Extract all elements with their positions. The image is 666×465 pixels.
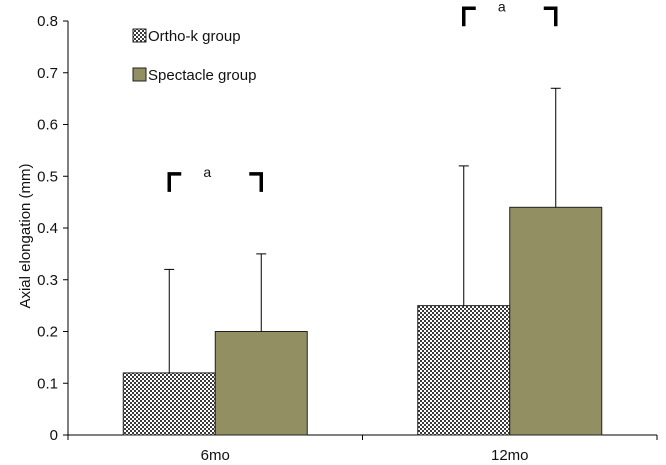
x-category-label: 12mo bbox=[491, 447, 529, 464]
bar-ortho-k-group-12mo bbox=[417, 305, 511, 436]
y-tick-label: 0.8 bbox=[37, 13, 58, 30]
y-tick-label: 0 bbox=[50, 427, 58, 444]
significance-bracket-right bbox=[543, 6, 558, 27]
y-tick-label: 0.4 bbox=[37, 220, 58, 237]
significance-label: a bbox=[203, 164, 211, 180]
bar-spectacle-group-12mo bbox=[509, 206, 603, 436]
significance-bracket-left bbox=[167, 172, 182, 192]
bar-spectacle-group-6mo bbox=[214, 331, 308, 436]
bars bbox=[122, 206, 603, 436]
error-bars bbox=[164, 87, 561, 373]
y-tick-label: 0.1 bbox=[37, 375, 58, 392]
significance-annotations: aa bbox=[167, 0, 558, 192]
legend-swatch-spectacle bbox=[132, 67, 147, 82]
axes: 0 0.1 0.2 0.3 0.4 0.5 0.6 0.7 0.8 6mo 12mo bbox=[37, 13, 658, 464]
significance-bracket-left bbox=[462, 6, 476, 27]
y-tick-label: 0.5 bbox=[37, 168, 58, 185]
y-tick-label: 0.6 bbox=[37, 117, 58, 134]
significance-label: a bbox=[498, 0, 506, 14]
y-tick-label: 0.3 bbox=[37, 272, 58, 289]
legend: Ortho-k group Spectacle group bbox=[132, 28, 256, 84]
y-tick-label: 0.2 bbox=[37, 324, 58, 341]
y-tick-label: 0.7 bbox=[37, 65, 58, 82]
x-category-label: 6mo bbox=[201, 447, 230, 464]
y-axis-title: Axial elongation (mm) bbox=[17, 163, 34, 308]
significance-bracket-right bbox=[249, 172, 263, 192]
legend-swatch-ortho-k bbox=[132, 28, 147, 43]
legend-label-ortho-k: Ortho-k group bbox=[148, 28, 241, 45]
legend-label-spectacle: Spectacle group bbox=[148, 67, 256, 84]
bar-ortho-k-group-6mo bbox=[122, 372, 216, 436]
